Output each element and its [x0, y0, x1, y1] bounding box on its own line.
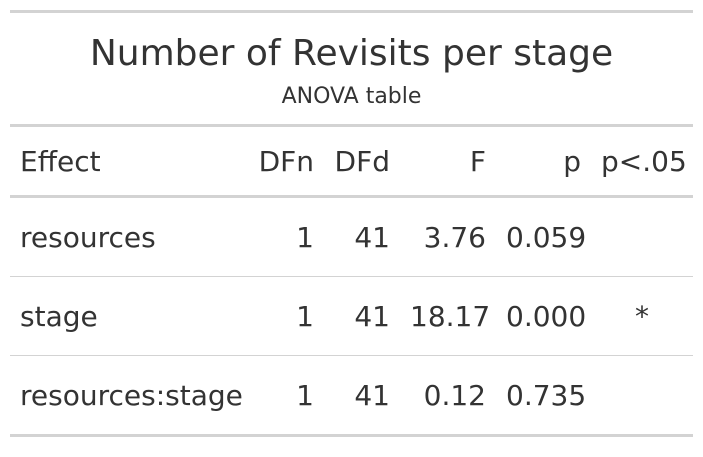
table-title: Number of Revisits per stage [89, 33, 614, 74]
cell-significance [591, 355, 693, 437]
anova-table: Effect DFn DFd F p p<.05 resources 1 41 … [10, 127, 693, 437]
cell-effect: resources:stage [10, 355, 246, 437]
cell-p: 0.000 [496, 276, 591, 356]
table-subtitle: ANOVA table [281, 84, 422, 109]
cell-dfn: 1 [246, 196, 324, 277]
cell-f: 0.12 [400, 355, 496, 437]
column-header-p: p [496, 127, 591, 198]
column-header-significance: p<.05 [591, 127, 693, 198]
heading-rule [10, 124, 693, 127]
cell-effect: resources [10, 196, 246, 277]
column-header-effect: Effect [10, 127, 246, 198]
column-header-f: F [400, 127, 496, 198]
column-header-dfd: DFd [324, 127, 400, 198]
cell-dfn: 1 [246, 355, 324, 437]
cell-effect: stage [10, 276, 246, 356]
cell-significance [591, 196, 693, 277]
top-rule [10, 10, 693, 13]
cell-f: 18.17 [400, 276, 496, 356]
cell-dfd: 41 [324, 276, 400, 356]
cell-dfd: 41 [324, 196, 400, 277]
cell-dfd: 41 [324, 355, 400, 437]
anova-table-container: Number of Revisits per stage ANOVA table… [10, 10, 693, 437]
header-row: Effect DFn DFd F p p<.05 [10, 127, 693, 198]
table-row: stage 1 41 18.17 0.000 * [10, 276, 693, 356]
cell-f: 3.76 [400, 196, 496, 277]
cell-significance: * [591, 276, 693, 356]
cell-p: 0.735 [496, 355, 591, 437]
cell-p: 0.059 [496, 196, 591, 277]
cell-dfn: 1 [246, 276, 324, 356]
table-row: resources:stage 1 41 0.12 0.735 [10, 355, 693, 437]
table-row: resources 1 41 3.76 0.059 [10, 196, 693, 277]
column-header-dfn: DFn [246, 127, 324, 198]
